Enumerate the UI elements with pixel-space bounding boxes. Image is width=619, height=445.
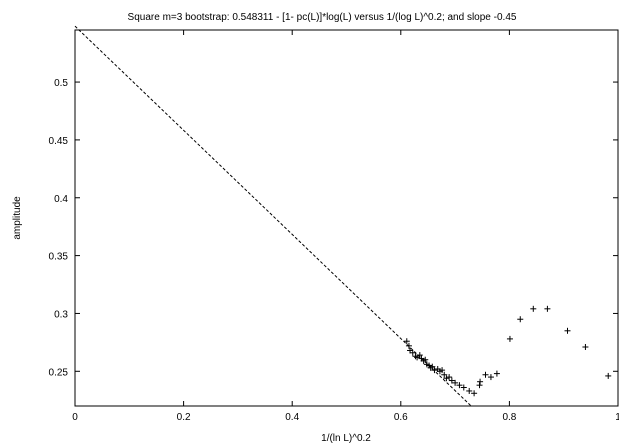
data-point	[564, 327, 571, 334]
x-tick-label: 0.8	[502, 412, 516, 423]
data-point	[471, 390, 478, 397]
data-point	[477, 378, 484, 385]
data-point	[493, 370, 500, 377]
fit-line-layer	[74, 25, 472, 407]
data-point	[439, 367, 446, 374]
data-point	[448, 377, 455, 384]
data-point	[431, 367, 438, 374]
data-point	[482, 371, 489, 378]
data-point	[416, 352, 423, 359]
data-point	[506, 335, 513, 342]
x-axis-label: 1/(ln L)^0.2	[321, 433, 371, 444]
x-tick-label: 0	[72, 412, 78, 423]
data-point	[466, 387, 473, 394]
data-point	[544, 305, 551, 312]
data-point	[487, 374, 494, 381]
points-layer	[403, 305, 612, 397]
data-point	[476, 382, 483, 389]
y-ticks: 0.25 0.3 0.35 0.4 0.45 0.5	[49, 78, 618, 378]
fit-line	[74, 25, 472, 407]
data-point	[517, 316, 524, 323]
data-point	[422, 356, 429, 363]
data-point	[441, 371, 448, 378]
data-point	[530, 305, 537, 312]
x-tick-label: 1	[615, 412, 619, 423]
y-tick-label: 0.5	[54, 78, 68, 89]
data-point	[605, 372, 612, 379]
data-point	[452, 379, 459, 386]
y-tick-label: 0.35	[49, 252, 69, 263]
data-point	[405, 342, 412, 349]
data-point	[443, 375, 450, 382]
data-point	[582, 343, 589, 350]
data-point	[460, 384, 467, 391]
y-tick-label: 0.4	[54, 194, 68, 205]
data-point	[446, 374, 453, 381]
y-axis-label: amplitude	[12, 196, 23, 240]
x-tick-label: 0.6	[394, 412, 408, 423]
y-tick-label: 0.45	[49, 136, 69, 147]
x-tick-label: 0.2	[177, 412, 191, 423]
data-point	[429, 363, 436, 370]
chart-title: Square m=3 bootstrap: 0.548311 - [1- pc(…	[128, 12, 517, 23]
x-tick-label: 0.4	[285, 412, 299, 423]
data-point	[409, 349, 416, 356]
y-tick-label: 0.25	[49, 367, 69, 378]
y-tick-label: 0.3	[54, 309, 68, 320]
data-point	[456, 382, 463, 389]
data-point	[403, 338, 410, 345]
plot-frame	[74, 29, 619, 407]
x-ticks: 0 0.2 0.4 0.6 0.8 1	[72, 30, 619, 423]
